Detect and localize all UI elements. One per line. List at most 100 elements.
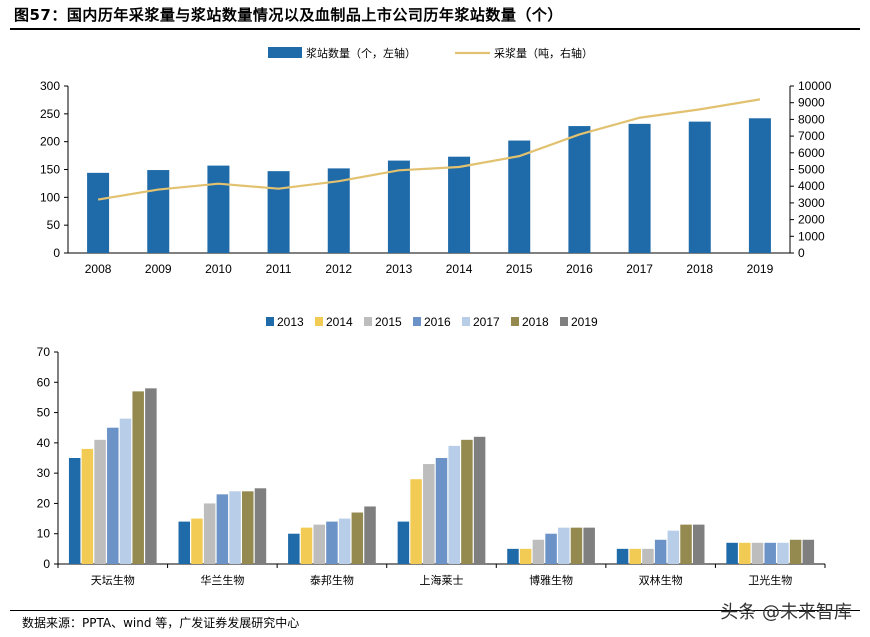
station-bar — [68, 458, 81, 564]
station-bar — [242, 491, 254, 564]
right-tick-label: 5000 — [798, 163, 825, 177]
right-tick-label: 2000 — [798, 213, 825, 227]
station-bar — [338, 518, 351, 564]
station-bar — [654, 539, 667, 564]
station-bar — [688, 121, 711, 253]
station-bar — [216, 494, 229, 564]
station-bar — [387, 160, 410, 253]
legend-label: 2015 — [375, 315, 402, 329]
station-bar — [267, 171, 290, 253]
station-bar — [692, 524, 705, 564]
y-tick-label: 50 — [37, 406, 51, 420]
station-bar — [87, 172, 110, 253]
y-tick-label: 40 — [37, 436, 51, 450]
legend-swatch — [315, 317, 323, 326]
station-bar — [203, 503, 216, 564]
station-bar — [726, 542, 738, 564]
plasma-volume-line — [97, 98, 761, 201]
right-tick-label: 10000 — [798, 79, 832, 93]
x-tick-label: 2011 — [266, 262, 292, 276]
title-divider — [10, 28, 860, 30]
right-tick-label: 9000 — [798, 96, 825, 110]
y-tick-label: 20 — [37, 496, 51, 510]
station-bar — [508, 140, 531, 253]
station-bar — [777, 542, 789, 564]
x-tick-label: 2008 — [85, 262, 112, 276]
station-bar — [532, 539, 545, 564]
left-tick-label: 50 — [47, 218, 61, 232]
right-tick-label: 6000 — [798, 146, 825, 160]
company-station-chart: 0 10 20 30 40 50 60 70 天坛生物 华兰生物 泰邦生物 上海莱士 博雅生物 双林生物 卫… — [37, 315, 826, 587]
station-bar — [739, 542, 751, 564]
station-bar — [191, 518, 203, 564]
station-bar — [583, 527, 595, 564]
station-bar — [132, 391, 144, 564]
source-note: 数据来源：PPTA、wind 等，广发证券发展研究中心 — [22, 616, 300, 630]
legend-swatch — [560, 317, 568, 326]
station-bar — [119, 418, 132, 564]
left-tick-label: 250 — [40, 107, 60, 121]
x-tick-label: 2015 — [506, 262, 533, 276]
x-tick-label: 2016 — [566, 262, 593, 276]
station-bar — [435, 458, 448, 564]
x-category-label: 上海莱士 — [420, 573, 464, 587]
x-tick-label: 2012 — [325, 262, 352, 276]
station-bar — [519, 548, 532, 564]
y-tick-label: 60 — [37, 375, 51, 389]
right-tick-label: 8000 — [798, 112, 825, 126]
x-tick-label: 2019 — [747, 262, 774, 276]
legend-label-line: 采浆量（吨，右轴） — [494, 46, 593, 60]
station-bar — [448, 156, 471, 253]
x-category-label: 华兰生物 — [200, 573, 244, 587]
station-bar — [568, 126, 591, 253]
station-bar — [254, 488, 267, 564]
station-bar — [680, 524, 692, 564]
legend-swatch — [462, 317, 470, 326]
left-tick-label: 0 — [53, 246, 60, 260]
legend-swatch — [511, 317, 519, 326]
x-tick-label: 2009 — [145, 262, 172, 276]
station-bar — [107, 427, 119, 564]
x-tick-label: 2014 — [446, 262, 473, 276]
legend-swatch — [266, 317, 274, 326]
station-bar — [94, 439, 106, 564]
station-bar — [545, 533, 557, 564]
legend-swatch — [413, 317, 421, 326]
source-divider — [10, 610, 860, 611]
right-tick-label: 1000 — [798, 229, 825, 243]
station-bar — [570, 527, 583, 564]
station-bar — [364, 506, 376, 564]
station-bar — [616, 548, 629, 564]
station-bar — [397, 521, 410, 564]
x-category-label: 双林生物 — [639, 573, 683, 587]
figure-title: 图57：国内历年采浆量与浆站数量情况以及血制品上市公司历年浆站数量（个） — [14, 6, 563, 24]
legend-swatch-bar — [268, 47, 302, 58]
y-tick-label: 30 — [37, 466, 51, 480]
station-bar — [667, 530, 680, 564]
station-bar — [326, 521, 338, 564]
station-bar — [423, 464, 435, 564]
x-tick-label: 2017 — [626, 262, 653, 276]
station-bar — [473, 436, 486, 564]
left-tick-label: 200 — [40, 135, 60, 149]
station-bar — [789, 539, 802, 564]
station-bar — [145, 388, 157, 564]
y-tick-label: 0 — [43, 557, 50, 571]
station-bar — [642, 548, 654, 564]
watermark-text: 头条 @未来智库 — [720, 602, 852, 623]
station-bar — [410, 479, 422, 564]
station-bar — [629, 548, 641, 564]
left-tick-label: 300 — [40, 79, 60, 93]
station-bar — [558, 527, 570, 564]
station-bar — [178, 521, 191, 564]
station-bar — [351, 512, 364, 564]
station-bar — [288, 533, 300, 564]
x-category-label: 泰邦生物 — [310, 573, 354, 587]
legend-swatch — [364, 317, 372, 326]
station-bar — [751, 542, 764, 564]
legend-label: 2019 — [571, 315, 598, 329]
x-tick-label: 2018 — [686, 262, 713, 276]
right-tick-label: 4000 — [798, 179, 825, 193]
right-tick-label: 0 — [798, 246, 805, 260]
station-bar — [507, 548, 519, 564]
